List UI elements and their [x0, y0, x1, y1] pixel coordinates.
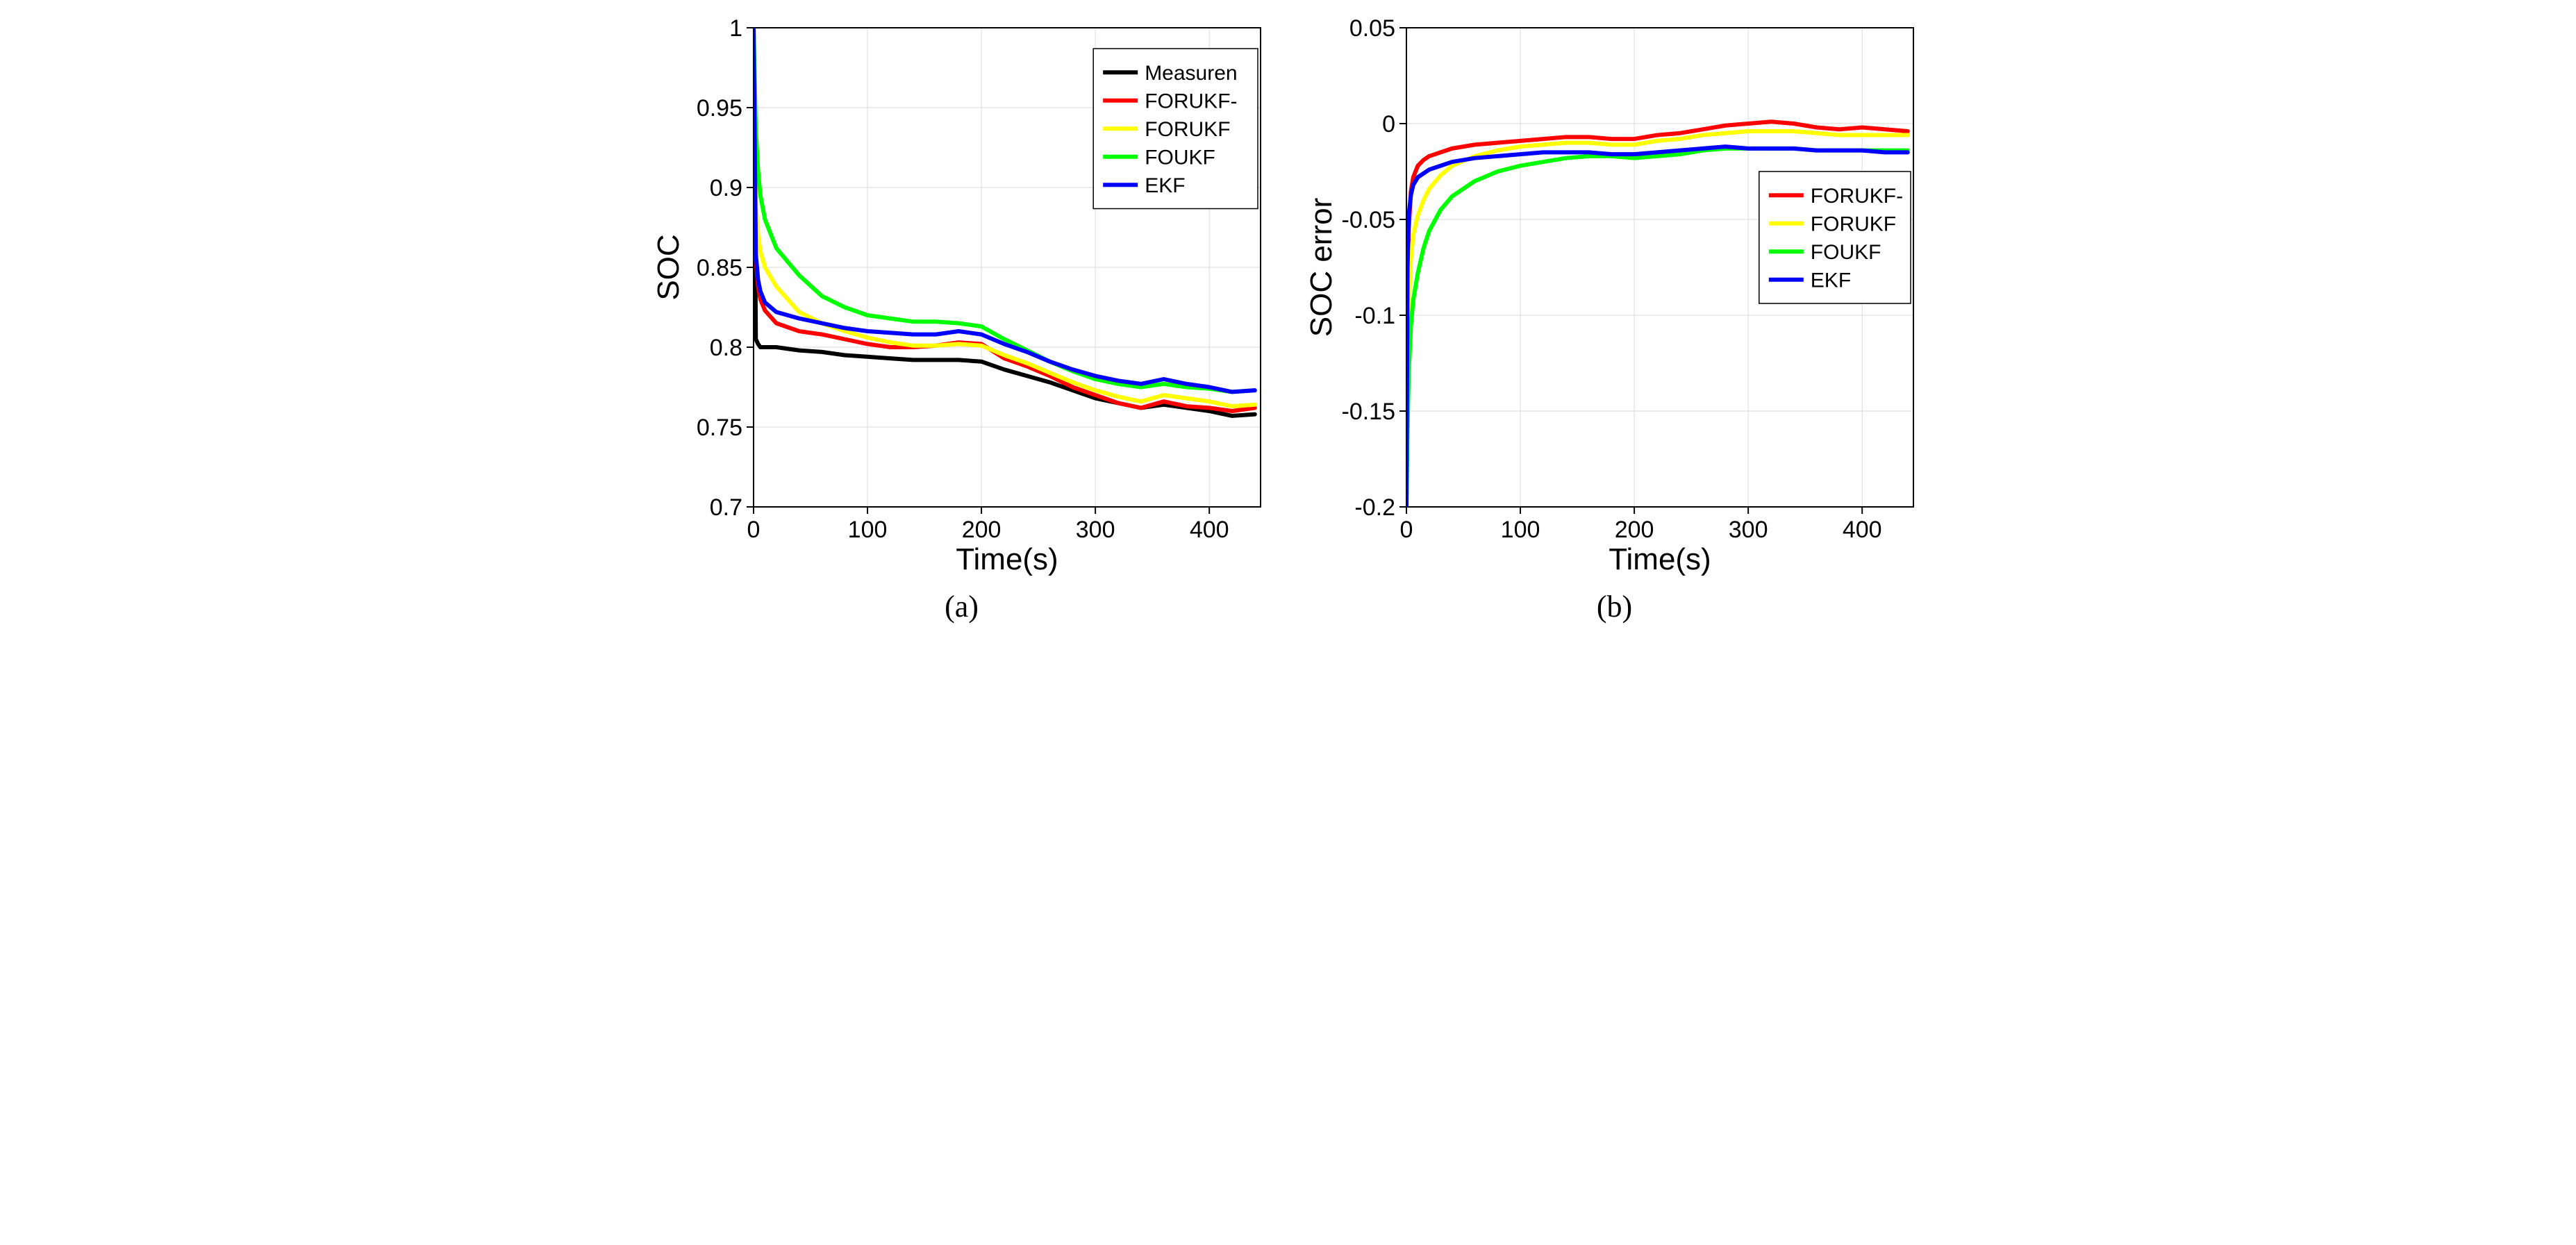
legend: Measuren FORUKF- FORUKF FOUKF EKF	[1093, 49, 1258, 209]
chart-a: 0 100 200 300 400 0.7 0.75 0.8 0.85 0.9 0.95 1 Time(…	[649, 14, 1274, 583]
svg-text:0: 0	[1399, 517, 1413, 543]
svg-text:1: 1	[729, 15, 742, 42]
panel-a: 0 100 200 300 400 0.7 0.75 0.8 0.85 0.9 0.95 1 Time(…	[649, 14, 1274, 624]
svg-text:200: 200	[1614, 517, 1654, 543]
legend-label: EKF	[1810, 269, 1850, 292]
svg-text:400: 400	[1189, 517, 1229, 543]
chart-b: 0 100 200 300 400 -0.2 -0.15 -0.1 -0.05 0 0.05 Time…	[1302, 14, 1927, 583]
svg-text:0: 0	[1382, 111, 1395, 137]
legend-label: FORUKF	[1145, 118, 1230, 141]
legend-label: FOUKF	[1145, 146, 1215, 169]
svg-text:0.8: 0.8	[709, 335, 742, 361]
svg-text:-0.05: -0.05	[1341, 207, 1395, 233]
legend-label: Measuren	[1145, 62, 1237, 85]
svg-text:0: 0	[747, 517, 760, 543]
legend-label: FORUKF-	[1145, 90, 1237, 112]
svg-text:-0.1: -0.1	[1354, 303, 1395, 329]
panel-b: 0 100 200 300 400 -0.2 -0.15 -0.1 -0.05 0 0.05 Time…	[1302, 14, 1927, 624]
svg-text:0.9: 0.9	[709, 175, 742, 201]
svg-text:0.85: 0.85	[696, 255, 742, 281]
ylabel: SOC	[651, 234, 685, 300]
svg-text:-0.15: -0.15	[1341, 399, 1395, 425]
panel-b-sublabel: (b)	[1597, 589, 1632, 624]
legend-label: FOUKF	[1810, 241, 1881, 264]
legend-label: FORUKF-	[1810, 185, 1902, 208]
svg-text:100: 100	[847, 517, 887, 543]
legend-label: FORUKF	[1810, 212, 1895, 235]
svg-text:0.7: 0.7	[709, 494, 742, 521]
legend: FORUKF- FORUKF FOUKF EKF	[1759, 172, 1910, 303]
panel-a-sublabel: (a)	[945, 589, 979, 624]
svg-text:0.75: 0.75	[696, 415, 742, 441]
svg-text:-0.2: -0.2	[1354, 494, 1395, 521]
svg-text:100: 100	[1500, 517, 1540, 543]
svg-text:400: 400	[1842, 517, 1881, 543]
legend-label: EKF	[1145, 174, 1185, 197]
xlabel: Time(s)	[1609, 542, 1711, 576]
svg-text:200: 200	[961, 517, 1001, 543]
svg-text:300: 300	[1075, 517, 1115, 543]
ylabel: SOC error	[1304, 198, 1338, 337]
svg-text:0.95: 0.95	[696, 95, 742, 122]
xlabel: Time(s)	[956, 542, 1058, 576]
svg-text:0.05: 0.05	[1349, 15, 1395, 42]
figure: 0 100 200 300 400 0.7 0.75 0.8 0.85 0.9 0.95 1 Time(…	[0, 0, 2576, 631]
svg-text:300: 300	[1728, 517, 1768, 543]
